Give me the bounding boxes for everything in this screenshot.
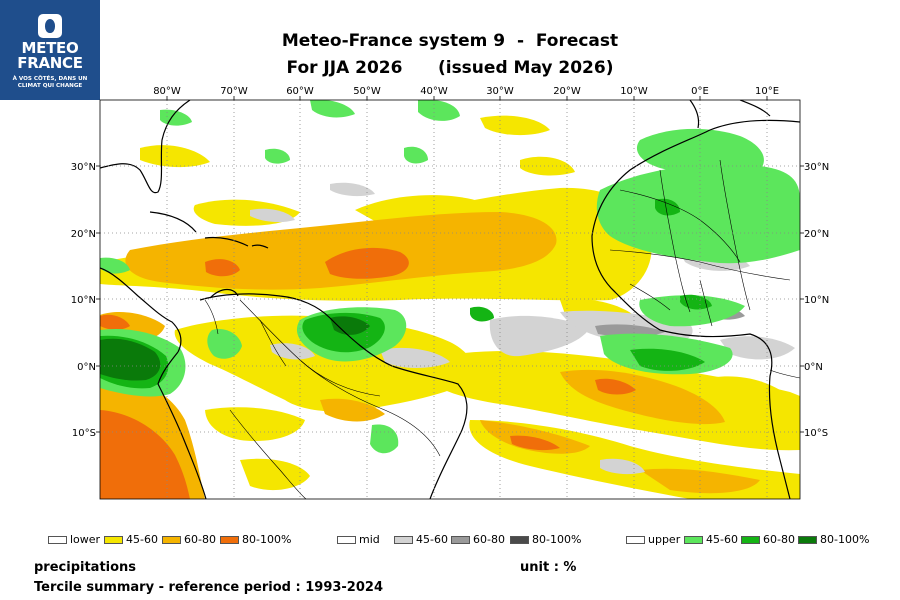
map-frame (99, 99, 801, 500)
lat-label: 30°N (804, 162, 829, 173)
lat-label: 20°N (71, 229, 96, 240)
lat-label: 20°N (804, 229, 829, 240)
lat-label: 0°N (77, 362, 96, 373)
unit-label: unit : % (520, 560, 577, 575)
legend-label: 60-80 (763, 533, 795, 546)
legend-swatch (394, 536, 413, 544)
legend-label: 45-60 (126, 533, 158, 546)
upper-80-100-areas (100, 316, 370, 381)
lower-80-100-areas (100, 247, 636, 499)
longitude-labels: 80°W 70°W 60°W 50°W 40°W 30°W 20°W 10°W … (153, 86, 779, 97)
lon-label: 20°W (553, 86, 581, 97)
latitude-labels-right: 30°N 20°N 10°N 0°N 10°S (804, 162, 829, 439)
legend-swatch (741, 536, 760, 544)
lat-label: 10°S (804, 428, 828, 439)
legend-label: 80-100% (820, 533, 870, 546)
legend-swatch (684, 536, 703, 544)
logo-emblem-icon (38, 14, 62, 38)
lat-label: 10°N (71, 295, 96, 306)
lon-label: 40°W (420, 86, 448, 97)
legend-swatch (104, 536, 123, 544)
legend-label: 45-60 (416, 533, 448, 546)
lon-label: 30°W (486, 86, 514, 97)
legend-label: lower (70, 533, 101, 546)
legend-swatch (451, 536, 470, 544)
logo-tagline: À VOS CÔTÉS, DANS UN CLIMAT QUI CHANGE (0, 76, 100, 90)
coastlines (100, 100, 800, 499)
lon-label: 50°W (353, 86, 381, 97)
map-title-line1: Meteo-France system 9 - Forecast (281, 31, 619, 51)
legend-label: 60-80 (184, 533, 216, 546)
legend-label: mid (359, 533, 380, 546)
legend-swatch (626, 536, 645, 544)
logo-tagline-line1: À VOS CÔTÉS, DANS UN (12, 76, 88, 82)
legend-label: upper (648, 533, 681, 546)
legend-label: 60-80 (473, 533, 505, 546)
lon-label: 0°E (691, 86, 709, 97)
summary-label: Tercile summary - reference period : 199… (34, 580, 383, 595)
lat-label: 30°N (71, 162, 96, 173)
lat-label: 10°S (72, 428, 96, 439)
logo-name-line2: FRANCE (17, 54, 83, 72)
lon-label: 10°E (755, 86, 779, 97)
variable-label: precipitations (34, 560, 137, 575)
lat-label: 0°N (804, 362, 823, 373)
legend-label: 80-100% (242, 533, 292, 546)
lon-label: 70°W (220, 86, 248, 97)
graticule (100, 100, 800, 499)
logo-name-line1: METEO (21, 39, 79, 57)
latitude-labels-left: 30°N 20°N 10°N 0°N 10°S (71, 162, 96, 439)
legend-swatch (48, 536, 67, 544)
legend-label: 45-60 (706, 533, 738, 546)
legend-label: 80-100% (532, 533, 582, 546)
legend-swatch (162, 536, 181, 544)
lon-label: 60°W (286, 86, 314, 97)
tick-marks (96, 96, 804, 433)
legend-swatch (337, 536, 356, 544)
lon-label: 80°W (153, 86, 181, 97)
lat-label: 10°N (804, 295, 829, 306)
meteo-france-logo: METEO FRANCE À VOS CÔTÉS, DANS UN CLIMAT… (0, 0, 100, 100)
logo-tagline-line2: CLIMAT QUI CHANGE (17, 83, 83, 89)
legend-swatch (798, 536, 817, 544)
lon-label: 10°W (620, 86, 648, 97)
map-title-line2: For JJA 2026 (issued May 2026) (286, 58, 614, 78)
legend-swatch (510, 536, 529, 544)
legend-swatch (220, 536, 239, 544)
